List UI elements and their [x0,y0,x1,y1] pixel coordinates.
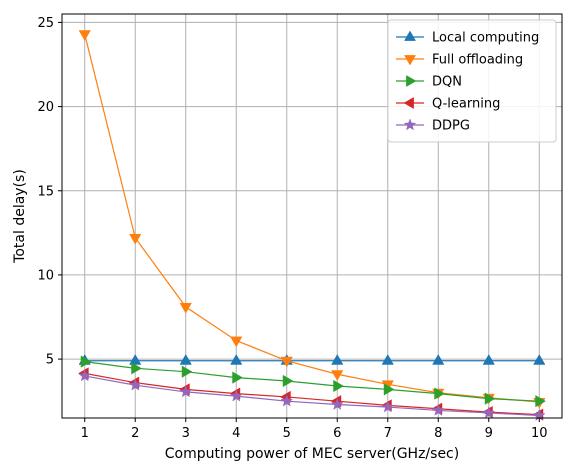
y-tick-label: 25 [37,16,54,31]
x-axis-label: Computing power of MEC server(GHz/sec) [165,446,459,462]
legend-swatch-marker [404,55,416,66]
x-tick-label: 2 [131,426,139,441]
y-tick-label: 5 [46,353,54,368]
data-point-full-offloading [78,30,91,41]
data-point-dqn [131,362,142,375]
x-tick-label: 10 [531,426,548,441]
data-point-dqn [181,365,193,378]
series-line-full-offloading [84,34,540,403]
legend-item-full-offloading: Full offloading [396,53,523,68]
legend-item-q-learning: Q-learning [396,97,500,112]
x-tick-label: 8 [434,426,442,441]
data-point-dqn [484,392,496,405]
data-point-ddpg [431,403,445,416]
data-point-dqn [282,374,294,388]
data-point-dqn [434,387,445,400]
series-ddpg [78,369,546,421]
series-layer [78,30,546,421]
data-point-ddpg [330,397,344,410]
data-point-full-offloading [179,302,192,314]
data-point-local-computing [533,354,546,365]
data-point-full-offloading [230,336,243,348]
data-point-full-offloading [280,356,293,368]
legend-label: DDPG [432,119,470,134]
legend-swatch-marker [403,118,417,131]
legend: Local computing Full offloading DQN Q-learn… [387,19,557,143]
x-tick-label: 5 [283,426,291,441]
x-tick-label: 1 [81,426,89,441]
data-point-dqn [535,395,546,408]
data-point-local-computing [331,354,344,365]
data-point-local-computing [230,354,243,365]
y-tick-label: 20 [37,100,54,115]
y-tick-label: 10 [37,268,54,283]
data-point-ddpg [179,385,193,398]
legend-label: Local computing [432,31,539,46]
ticks: 1 2 3 4 5 6 7 8 9 10 5 10 15 20 25 [37,16,547,441]
series-line-ddpg [84,375,540,417]
x-tick-label: 9 [485,426,493,441]
data-point-local-computing [432,354,445,365]
x-tick-label: 6 [333,426,341,441]
data-point-ddpg [482,406,496,419]
legend-item-dqn: DQN [396,75,462,90]
legend-swatch-marker [403,97,414,109]
legend-box [387,19,557,143]
data-point-dqn [80,355,92,368]
y-tick-label: 15 [37,184,54,199]
plot-frame [61,13,563,419]
y-axis-label: Total delay(s) [12,169,28,264]
data-point-dqn [232,371,243,384]
data-point-local-computing [129,354,142,365]
data-point-ddpg [280,394,294,407]
data-point-full-offloading [129,233,142,245]
series-line-q-learning [84,372,540,416]
data-point-local-computing [381,354,394,365]
x-tick-label: 3 [182,426,190,441]
legend-label: Q-learning [432,97,500,112]
data-point-ddpg [381,400,395,413]
data-point-ddpg [229,389,243,402]
legend-label: DQN [432,75,462,90]
series-full-offloading [78,30,546,409]
data-point-local-computing [179,354,192,365]
data-point-ddpg [128,378,142,391]
series-dqn [80,355,546,408]
legend-item-local-computing: Local computing [396,30,539,46]
data-point-dqn [333,379,344,393]
x-tick-label: 4 [232,426,240,441]
legend-item-ddpg: DDPG [396,118,470,134]
x-tick-label: 7 [384,426,392,441]
data-point-full-offloading [331,370,344,381]
legend-label: Full offloading [432,53,523,68]
data-point-local-computing [482,354,495,365]
series-line-dqn [84,361,540,402]
data-point-dqn [383,383,395,396]
legend-swatch-marker [404,30,416,41]
data-point-ddpg [78,369,92,382]
legend-swatch-marker [406,75,417,87]
